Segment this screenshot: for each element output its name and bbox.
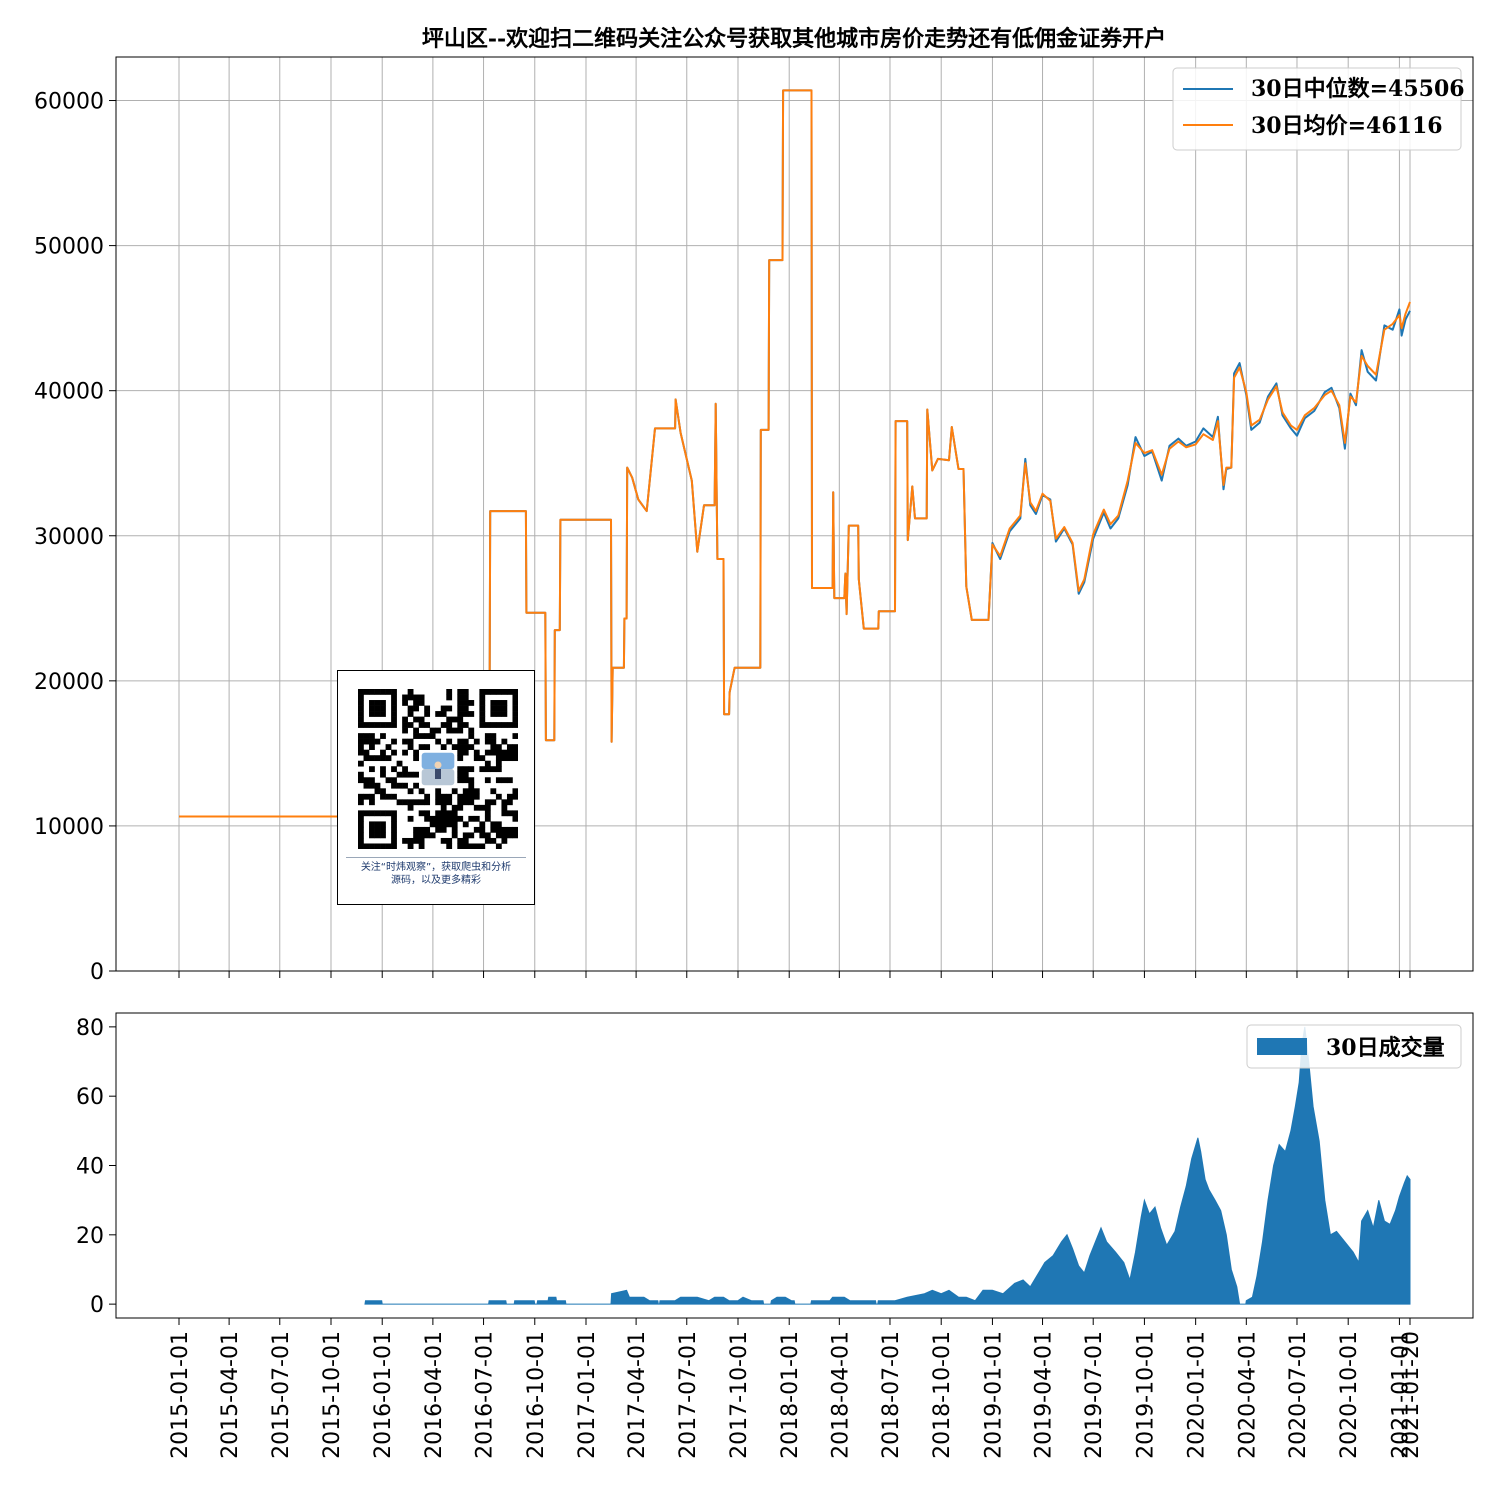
- qr-caption-line-1: 关注“时炜观察”，获取爬虫和分析: [360, 862, 512, 873]
- top-y-tick-label: 20000: [34, 670, 104, 695]
- legend-label-median: 30日中位数=45506: [1251, 76, 1465, 102]
- top-legend-box: [1172, 67, 1462, 151]
- top-axes-frame: [115, 56, 1474, 972]
- series-mean-line: [179, 89, 1411, 818]
- x-tick-label: 2017-01-01: [575, 1331, 600, 1459]
- bottom-legend-box: [1246, 1024, 1462, 1069]
- qr-code-image: [358, 689, 518, 849]
- bottom-y-axis: 0 20 40 60 80: [76, 1016, 116, 1318]
- x-tick-label: 2019-01-01: [981, 1331, 1006, 1459]
- avatar-icon: [434, 761, 442, 769]
- qr-caption: 关注“时炜观察”，获取爬虫和分析 源码，以及更多精彩: [346, 857, 526, 887]
- x-tick-label: 2019-04-01: [1032, 1331, 1057, 1459]
- series-volume-area: [364, 1026, 1411, 1305]
- top-plot-lines: [179, 89, 1411, 818]
- x-tick-label: 2015-07-01: [269, 1331, 294, 1459]
- x-tick-label: 2015-01-01: [168, 1331, 193, 1459]
- top-y-tick-label: 40000: [34, 380, 104, 405]
- x-tick-label: 2018-07-01: [879, 1331, 904, 1459]
- bottom-y-tick-label: 40: [76, 1155, 104, 1180]
- bottom-y-tick-label: 0: [90, 1293, 104, 1318]
- x-tick-label: 2016-01-01: [371, 1331, 396, 1459]
- top-y-axis: 0 10000 20000 30000 40000 50000 60000: [34, 90, 116, 985]
- x-tick-label: 2019-07-01: [1082, 1331, 1107, 1459]
- qr-caption-line-2: 源码，以及更多精彩: [391, 875, 481, 886]
- bottom-plot-area: [364, 1026, 1411, 1305]
- x-tick-label: 2017-10-01: [727, 1331, 752, 1459]
- bottom-y-tick-label: 20: [76, 1224, 104, 1249]
- x-tick-label: 2021-01-01: [1388, 1331, 1413, 1459]
- legend-label-mean: 30日均价=46116: [1251, 113, 1443, 139]
- x-tick-label: 2016-10-01: [524, 1331, 549, 1459]
- bottom-x-axis: 2015-01-01 2015-04-01 2015-07-01 2015-10-01…: [168, 1318, 1424, 1459]
- top-y-tick-label: 50000: [34, 235, 104, 260]
- top-y-tick-label: 0: [90, 960, 104, 985]
- top-y-tick-label: 30000: [34, 525, 104, 550]
- x-tick-label: 2017-07-01: [676, 1331, 701, 1459]
- top-y-tick-label: 10000: [34, 815, 104, 840]
- x-tick-label: 2020-01-01: [1185, 1331, 1210, 1459]
- x-tick-label: 2020-04-01: [1235, 1331, 1260, 1459]
- qr-code-card: 关注“时炜观察”，获取爬虫和分析 源码，以及更多精彩: [337, 670, 535, 905]
- x-tick-label: 2018-10-01: [930, 1331, 955, 1459]
- x-tick-label: 2016-07-01: [473, 1331, 498, 1459]
- legend-swatch-volume: [1257, 1038, 1307, 1055]
- x-tick-label: 2018-04-01: [828, 1331, 853, 1459]
- bottom-y-tick-label: 80: [76, 1016, 104, 1041]
- x-tick-label: 2019-10-01: [1133, 1331, 1158, 1459]
- x-tick-label: 2020-07-01: [1286, 1331, 1311, 1459]
- legend-label-volume: 30日成交量: [1326, 1035, 1445, 1061]
- bottom-y-tick-label: 60: [76, 1085, 104, 1110]
- x-tick-label: 2021-01-20: [1399, 1331, 1424, 1459]
- x-tick-label: 2016-04-01: [422, 1331, 447, 1459]
- x-tick-label: 2015-04-01: [218, 1331, 243, 1459]
- top-y-tick-label: 60000: [34, 90, 104, 115]
- x-tick-label: 2020-10-01: [1337, 1331, 1362, 1459]
- x-tick-label: 2017-04-01: [625, 1331, 650, 1459]
- top-x-axis: [178, 971, 1411, 978]
- chart-title: 坪山区--欢迎扫二维码关注公众号获取其他城市房价走势还有低佣金证券开户: [422, 26, 1166, 52]
- top-grid: [116, 57, 1473, 972]
- x-tick-label: 2018-01-01: [778, 1331, 803, 1459]
- top-legend: 30日中位数=45506 30日均价=46116: [1172, 67, 1465, 151]
- bottom-legend: 30日成交量: [1246, 1024, 1462, 1069]
- x-tick-label: 2015-10-01: [320, 1331, 345, 1459]
